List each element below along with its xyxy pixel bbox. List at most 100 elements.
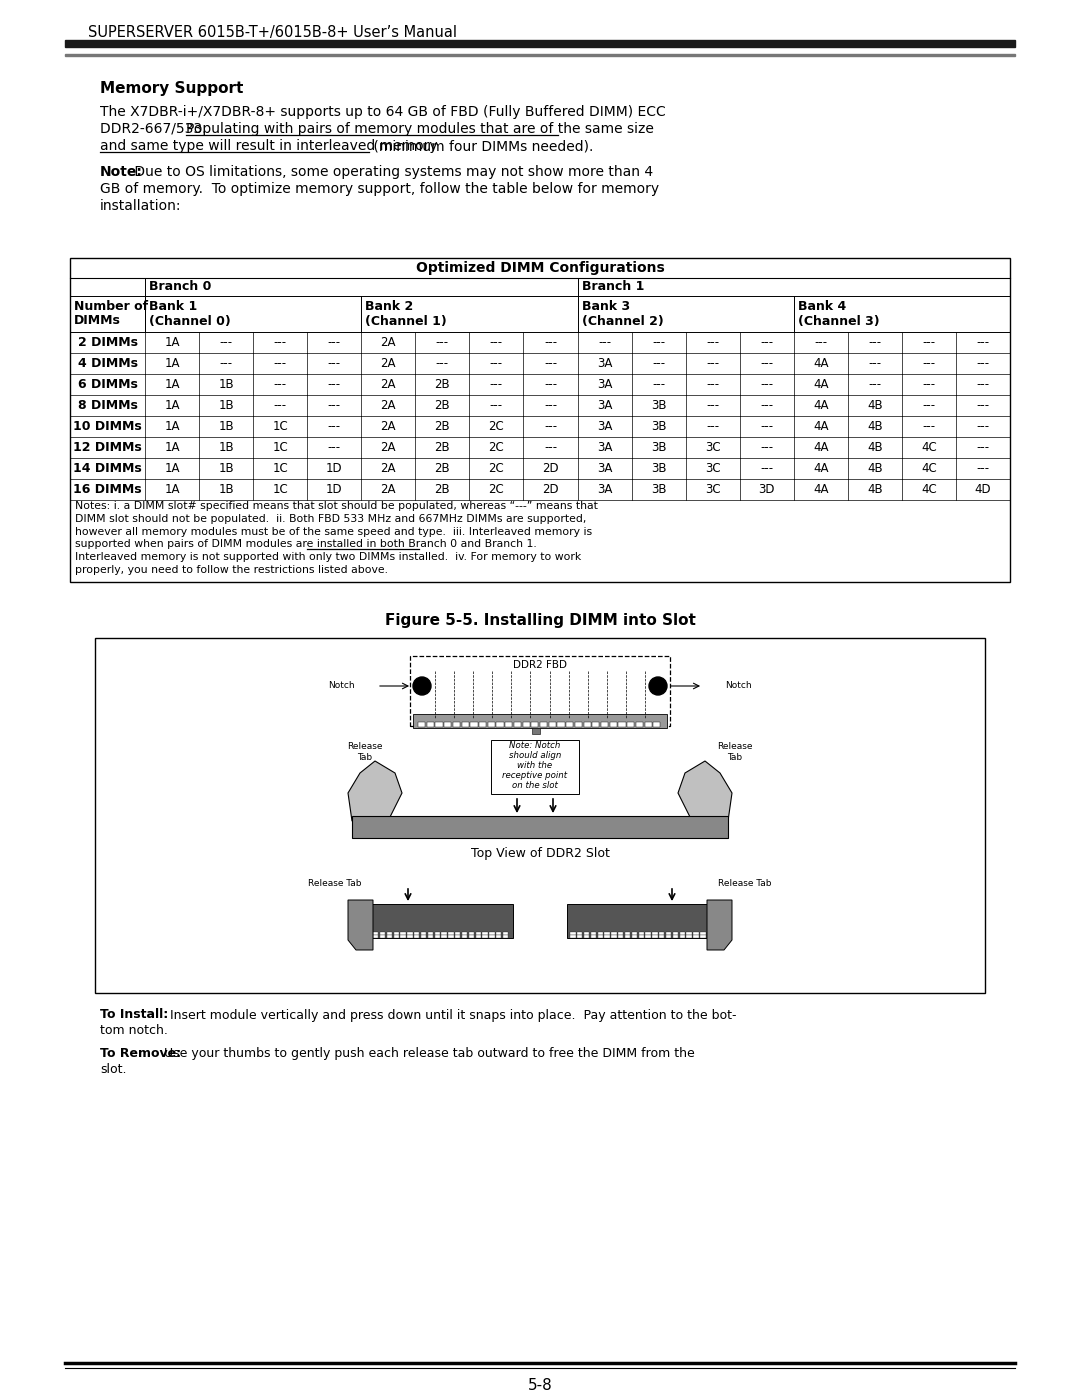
Text: 3C: 3C [705, 462, 720, 475]
Bar [566, 722, 573, 726]
Text: however all memory modules must be of the same speed and type.  iii. Interleaved: however all memory modules must be of th… [75, 527, 592, 536]
Text: (Channel 1): (Channel 1) [365, 314, 447, 327]
Text: 3D: 3D [758, 483, 775, 496]
Text: ---: --- [490, 379, 503, 391]
Bar [583, 722, 591, 726]
Bar [380, 932, 386, 935]
Bar [584, 935, 590, 937]
Text: 4B: 4B [867, 400, 882, 412]
Bar [489, 932, 495, 935]
Bar [488, 722, 495, 726]
Text: ---: --- [652, 358, 665, 370]
Text: ---: --- [976, 400, 989, 412]
Text: 4A: 4A [813, 420, 828, 433]
Text: 2B: 2B [434, 400, 450, 412]
Text: 2A: 2A [380, 358, 396, 370]
Bar [65, 41, 1015, 47]
Bar [700, 932, 705, 935]
Text: ---: --- [922, 358, 935, 370]
Bar [618, 935, 623, 937]
Text: ---: --- [327, 441, 341, 454]
Text: 1C: 1C [272, 462, 288, 475]
Text: 3A: 3A [597, 462, 612, 475]
Bar [666, 935, 672, 937]
Text: Bank 3: Bank 3 [581, 300, 630, 313]
Text: 4C: 4C [921, 441, 936, 454]
Bar [413, 714, 667, 728]
Text: 3B: 3B [651, 420, 666, 433]
Bar [577, 932, 582, 935]
Bar [483, 935, 488, 937]
Text: 4A: 4A [813, 462, 828, 475]
Text: ---: --- [327, 420, 341, 433]
Text: 3A: 3A [597, 483, 612, 496]
Bar [483, 932, 488, 935]
Text: (Channel 2): (Channel 2) [581, 314, 663, 327]
Text: 4 DIMMs: 4 DIMMs [78, 358, 137, 370]
Bar [480, 722, 486, 726]
Text: Top View of DDR2 Slot: Top View of DDR2 Slot [471, 848, 609, 861]
Text: 1C: 1C [272, 483, 288, 496]
Text: supported when pairs of DIMM modules are installed in both Branch 0 and Branch 1: supported when pairs of DIMM modules are… [75, 539, 537, 549]
Bar [70, 258, 1010, 583]
Text: ---: --- [814, 337, 827, 349]
Bar [679, 935, 685, 937]
Bar [407, 932, 413, 935]
Text: ---: --- [868, 358, 881, 370]
Text: ---: --- [544, 358, 557, 370]
Bar [414, 932, 419, 935]
Text: The X7DBR-i+/X7DBR-8+ supports up to 64 GB of FBD (Fully Buffered DIMM) ECC: The X7DBR-i+/X7DBR-8+ supports up to 64 … [100, 105, 665, 119]
Text: 2 DIMMs: 2 DIMMs [78, 337, 137, 349]
Text: SUPERSERVER 6015B-T+/6015B-8+ User’s Manual: SUPERSERVER 6015B-T+/6015B-8+ User’s Man… [87, 25, 457, 41]
Bar [428, 932, 433, 935]
Text: Note:: Note: [100, 165, 143, 179]
Text: 2A: 2A [380, 420, 396, 433]
Text: ---: --- [706, 379, 719, 391]
Bar [645, 722, 652, 726]
Bar [393, 935, 399, 937]
Text: ---: --- [706, 358, 719, 370]
Bar [693, 932, 699, 935]
Bar [470, 722, 477, 726]
Bar [646, 932, 651, 935]
Text: Release
Tab: Release Tab [348, 742, 382, 763]
Bar [652, 932, 658, 935]
Text: ---: --- [976, 337, 989, 349]
Bar [605, 932, 610, 935]
Text: 3B: 3B [651, 441, 666, 454]
Bar [453, 722, 460, 726]
Text: 4A: 4A [813, 379, 828, 391]
Bar [679, 932, 685, 935]
Text: 1B: 1B [218, 462, 234, 475]
Text: ---: --- [922, 400, 935, 412]
Text: ---: --- [760, 462, 773, 475]
Text: ---: --- [652, 337, 665, 349]
Text: Use your thumbs to gently push each release tab outward to free the DIMM from th: Use your thumbs to gently push each rele… [160, 1046, 694, 1060]
Bar [611, 932, 617, 935]
Bar [625, 932, 631, 935]
Text: ---: --- [490, 400, 503, 412]
Text: Bank 1: Bank 1 [149, 300, 198, 313]
Bar [567, 904, 710, 937]
Bar [700, 935, 705, 937]
Text: 4A: 4A [813, 483, 828, 496]
Text: 1A: 1A [164, 441, 179, 454]
Text: 1B: 1B [218, 483, 234, 496]
Text: ---: --- [327, 337, 341, 349]
Bar [693, 935, 699, 937]
Polygon shape [348, 900, 373, 950]
Text: ---: --- [544, 441, 557, 454]
Bar [600, 722, 608, 726]
Bar [625, 935, 631, 937]
Bar [505, 722, 512, 726]
Bar [387, 932, 392, 935]
Text: ---: --- [976, 358, 989, 370]
Text: 2B: 2B [434, 462, 450, 475]
Bar [448, 932, 454, 935]
Text: ---: --- [976, 420, 989, 433]
Bar [646, 935, 651, 937]
Text: 1C: 1C [272, 441, 288, 454]
Text: Interleaved memory is not supported with only two DIMMs installed.  iv. For memo: Interleaved memory is not supported with… [75, 552, 581, 562]
Bar [673, 932, 678, 935]
Text: 3A: 3A [597, 358, 612, 370]
